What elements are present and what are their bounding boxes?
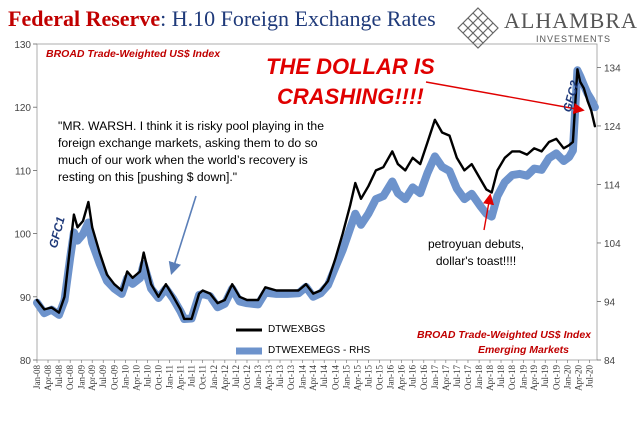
left-tick-label: 80 — [20, 356, 32, 367]
left-subtitle: BROAD Trade-Weighted US$ Index — [46, 48, 221, 60]
x-tick-label: Jan-19 — [518, 365, 528, 389]
x-tick-label: Oct-10 — [154, 365, 164, 390]
x-tick-label: Jan-09 — [76, 365, 86, 389]
x-tick-label: Jul-08 — [54, 365, 64, 388]
plot-area — [36, 43, 598, 361]
petro-line-1: petroyuan debuts, — [428, 237, 525, 251]
series-group — [33, 66, 599, 323]
right-subtitle-2: Emerging Markets — [477, 344, 569, 356]
left-tick-label: 130 — [14, 40, 31, 51]
left-axis: 80 90 100 110 120 130 — [14, 40, 37, 367]
legend-swatches — [236, 328, 262, 355]
x-tick-label: Jul-10 — [142, 365, 152, 388]
x-tick-label: Oct-14 — [330, 365, 340, 390]
right-axis: 84 94 104 114 124 134 — [597, 63, 621, 367]
x-tick-label: Jul-18 — [496, 364, 506, 387]
left-tick-label: 120 — [14, 103, 31, 114]
x-tick-label: Apr-19 — [529, 365, 539, 391]
logo-name: ALHAMBRA — [504, 8, 638, 33]
x-tick-label: Oct-12 — [242, 365, 252, 390]
x-tick-label: Apr-15 — [352, 365, 362, 391]
x-tick-label: Apr-08 — [43, 365, 53, 391]
annotation-arrows — [168, 81, 585, 276]
quote-arrow — [168, 195, 197, 276]
x-tick-label: Oct-11 — [198, 365, 208, 390]
x-tick-label: Apr-10 — [131, 365, 141, 391]
x-tick-label: Jul-13 — [275, 365, 285, 388]
x-tick-label: Apr-16 — [397, 365, 407, 391]
right-tick-label: 84 — [604, 356, 616, 367]
legend-label-dtwexemegs: DTWEXEMEGS - RHS — [268, 345, 371, 356]
warsh-quote: "MR. WARSH. I think it is risky pool pla… — [58, 119, 324, 184]
x-tick-label: Jan-13 — [253, 365, 263, 389]
petroyuan-arrow — [483, 193, 495, 231]
x-tick-label: Oct-17 — [463, 365, 473, 390]
x-tick-label: Apr-20 — [573, 365, 583, 391]
x-tick-label: Jan-18 — [474, 365, 484, 389]
callout-line-2: CRASHING!!!! — [277, 84, 424, 109]
x-tick-label: Apr-17 — [441, 365, 451, 391]
series-line-dtwexbgs — [35, 68, 597, 321]
x-tick-label: Oct-18 — [507, 365, 517, 390]
petroyuan-annotation: petroyuan debuts, dollar's toast!!!! — [428, 236, 524, 270]
x-tick-label: Jul-15 — [363, 365, 373, 388]
alhambra-logo: ALHAMBRA INVESTMENTS — [456, 6, 638, 52]
x-tick-label: Jul-09 — [98, 365, 108, 388]
right-tick-label: 124 — [604, 122, 621, 133]
left-tick-label: 90 — [20, 293, 32, 304]
right-tick-label: 134 — [604, 63, 621, 74]
x-tick-label: Jan-20 — [562, 365, 572, 389]
x-tick-label: Apr-09 — [87, 365, 97, 391]
x-tick-label: Jul-14 — [319, 365, 329, 388]
crashing-arrow — [425, 81, 585, 115]
x-tick-label: Jan-08 — [32, 365, 42, 389]
title-main: Federal Reserve — [8, 6, 161, 31]
x-tick-label: Apr-12 — [220, 365, 230, 391]
x-tick-label: Apr-14 — [308, 365, 318, 391]
x-tick-label: Jul-19 — [540, 365, 550, 388]
x-tick-label: Jul-12 — [231, 365, 241, 388]
x-tick-label: Oct-13 — [286, 365, 296, 390]
callout-line-1: THE DOLLAR IS — [266, 54, 435, 79]
right-subtitle-1: BROAD Trade-Weighted US$ Index — [416, 329, 591, 341]
x-tick-label: Jul-20 — [584, 365, 594, 388]
right-tick-label: 114 — [604, 180, 620, 191]
right-tick-label: 94 — [604, 297, 616, 308]
x-tick-label: Oct-15 — [375, 365, 385, 390]
petro-line-2: dollar's toast!!!! — [435, 254, 517, 268]
x-tick-label: Oct-09 — [109, 365, 119, 390]
x-axis: Jan-08 Apr-08 Jul-08 Oct-08 Jan-09 Apr-09 Jul-… — [32, 360, 594, 391]
x-tick-label: Jan-11 — [165, 365, 175, 389]
x-tick-label: Oct-19 — [551, 365, 561, 390]
chart-title: Federal Reserve: H.10 Foreign Exchange R… — [8, 6, 436, 32]
x-tick-label: Oct-16 — [419, 365, 429, 390]
x-tick-label: Oct-08 — [65, 365, 75, 390]
legend-label-dtwexbgs: DTWEXBGS — [268, 324, 326, 335]
x-tick-label: Jan-14 — [297, 365, 307, 389]
x-tick-label: Jan-17 — [430, 365, 440, 389]
series-line-dtwexemegs — [33, 66, 599, 323]
x-tick-label: Jan-10 — [120, 365, 130, 389]
logo-sub: INVESTMENTS — [536, 34, 612, 44]
x-tick-label: Jan-16 — [386, 365, 396, 389]
x-tick-label: Jul-11 — [187, 365, 197, 387]
x-tick-label: Jan-12 — [209, 365, 219, 389]
diamond-lattice-logo-icon — [457, 7, 499, 49]
title-sub: : H.10 Foreign Exchange Rates — [160, 6, 436, 31]
right-tick-label: 104 — [604, 239, 621, 250]
crashing-callout: THE DOLLAR IS CRASHING!!!! — [266, 52, 435, 112]
x-tick-label: Apr-18 — [485, 365, 495, 391]
x-tick-label: Jul-16 — [408, 365, 418, 388]
left-tick-label: 110 — [15, 166, 31, 177]
x-tick-label: Apr-13 — [264, 365, 274, 391]
x-tick-label: Apr-11 — [176, 365, 186, 390]
x-tick-label: Jan-15 — [341, 365, 351, 389]
x-tick-label: Jul-17 — [452, 365, 462, 388]
left-tick-label: 100 — [14, 230, 31, 241]
